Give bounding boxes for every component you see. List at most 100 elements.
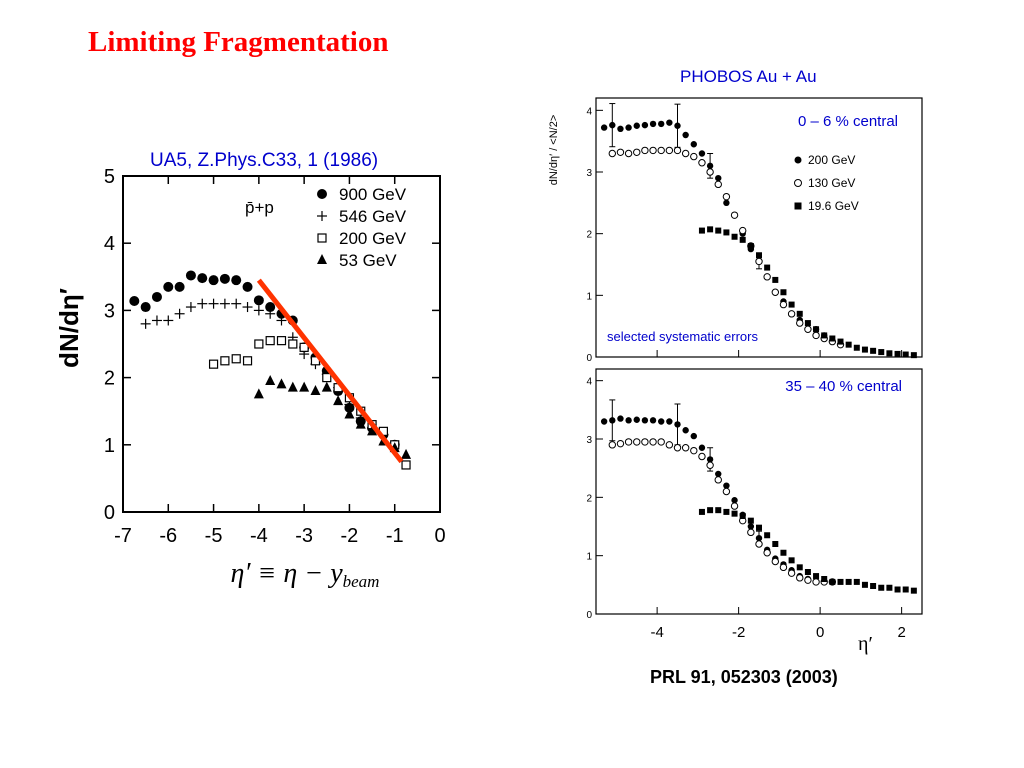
phobos-central-annotation: 0 – 6 % central [798, 113, 898, 130]
phobos-point [633, 148, 641, 156]
phobos-y-tick-label: 3 [586, 168, 592, 179]
phobos-point [878, 349, 885, 356]
phobos-point [829, 335, 836, 342]
ua5-point [378, 429, 389, 440]
phobos-point [755, 540, 763, 548]
ua5-point [333, 386, 344, 397]
ua5-point [220, 356, 230, 366]
phobos-point [813, 326, 820, 333]
phobos-point [821, 576, 828, 582]
phobos-point [796, 572, 803, 580]
ua5-point [389, 442, 400, 453]
ua5-point [344, 402, 355, 413]
phobos-point [641, 417, 649, 424]
phobos-point [674, 122, 681, 129]
phobos-point [616, 148, 625, 156]
phobos-point [723, 508, 730, 515]
phobos-point [845, 341, 852, 348]
phobos-point [747, 523, 755, 530]
phobos-point [723, 199, 730, 207]
phobos-x-tick-label: -4 [650, 624, 663, 641]
phobos-point [812, 578, 820, 586]
phobos-point [706, 456, 714, 463]
phobos-legend: 200 GeV 130 GeV 19.6 GeV [794, 153, 859, 213]
phobos-y-tick-label: 0 [586, 610, 592, 621]
ua5-point [208, 359, 219, 369]
ua5-point [287, 332, 298, 343]
phobos-point [722, 487, 731, 496]
phobos-point [609, 417, 616, 424]
phobos-peripheral-annotation: 35 – 40 % central [785, 378, 902, 395]
phobos-point [649, 120, 657, 128]
ua5-legend-marker [317, 189, 327, 199]
phobos-point [698, 159, 706, 167]
ua5-point [253, 295, 264, 306]
phobos-point [788, 557, 795, 564]
ua5-point [276, 315, 287, 326]
ua5-point [355, 412, 366, 423]
ua5-point [299, 349, 310, 360]
phobos-plot-border [595, 368, 923, 615]
phobos-point [755, 257, 763, 266]
ua5-point [344, 399, 355, 410]
phobos-point [812, 578, 820, 586]
phobos-point [673, 444, 682, 452]
ua5-point [390, 440, 400, 450]
ua5-point [310, 385, 321, 396]
ua5-point [208, 275, 219, 286]
phobos-point [853, 344, 860, 351]
phobos-point [772, 541, 779, 547]
phobos-point [755, 534, 763, 542]
phobos-point [706, 162, 714, 170]
phobos-y-tick-label: 3 [586, 435, 592, 446]
phobos-point [698, 227, 705, 234]
phobos-y-tick-label: 4 [586, 377, 592, 388]
phobos-point [772, 289, 779, 296]
ua5-point [333, 382, 344, 393]
phobos-point [804, 325, 812, 333]
phobos-point [665, 441, 674, 449]
ua5-point [253, 388, 264, 399]
ua5-legend-title: p̄+p [245, 198, 274, 217]
phobos-point [649, 417, 657, 424]
phobos-point [756, 524, 762, 531]
ua5-point [310, 359, 321, 370]
phobos-point [764, 532, 771, 539]
phobos-point [690, 432, 697, 440]
phobos-point [665, 146, 674, 155]
phobos-point [731, 211, 738, 219]
phobos-x-tick-label: 2 [897, 624, 905, 641]
phobos-point [780, 298, 787, 305]
ua5-x-axis-label-main: η′ ≡ η − y [231, 558, 344, 589]
ua5-point [231, 275, 242, 286]
phobos-point [779, 563, 788, 572]
phobos-y-axis-label: dN/dη′ / <N/2> [548, 115, 560, 186]
phobos-point [836, 340, 845, 349]
phobos-point [894, 586, 901, 593]
ua5-point [174, 308, 185, 319]
ua5-x-tick-label: 0 [434, 525, 445, 547]
phobos-point [780, 561, 787, 568]
phobos-point [764, 264, 771, 271]
ua5-point [253, 305, 264, 316]
ua5-point [151, 315, 162, 326]
phobos-x-tick-label: -2 [732, 624, 745, 641]
phobos-point [600, 418, 608, 425]
phobos-y-tick-label: 1 [586, 291, 592, 302]
phobos-point [707, 226, 714, 233]
phobos-central-data-marks [600, 103, 917, 359]
phobos-point [666, 418, 673, 425]
phobos-point [722, 192, 731, 201]
ua5-point [231, 354, 241, 364]
phobos-point [714, 476, 722, 484]
ua5-x-tick-label: -2 [341, 525, 359, 547]
phobos-point [829, 578, 836, 585]
ua5-point [129, 295, 140, 306]
phobos-legend-marker [794, 156, 802, 164]
phobos-point [739, 226, 747, 235]
phobos-point [870, 583, 877, 589]
phobos-point [756, 252, 762, 259]
phobos-point [747, 243, 754, 249]
phobos-point [633, 122, 640, 129]
phobos-peripheral-frame: 0 1 2 3 4 -4 -2 0 2 [586, 368, 923, 641]
